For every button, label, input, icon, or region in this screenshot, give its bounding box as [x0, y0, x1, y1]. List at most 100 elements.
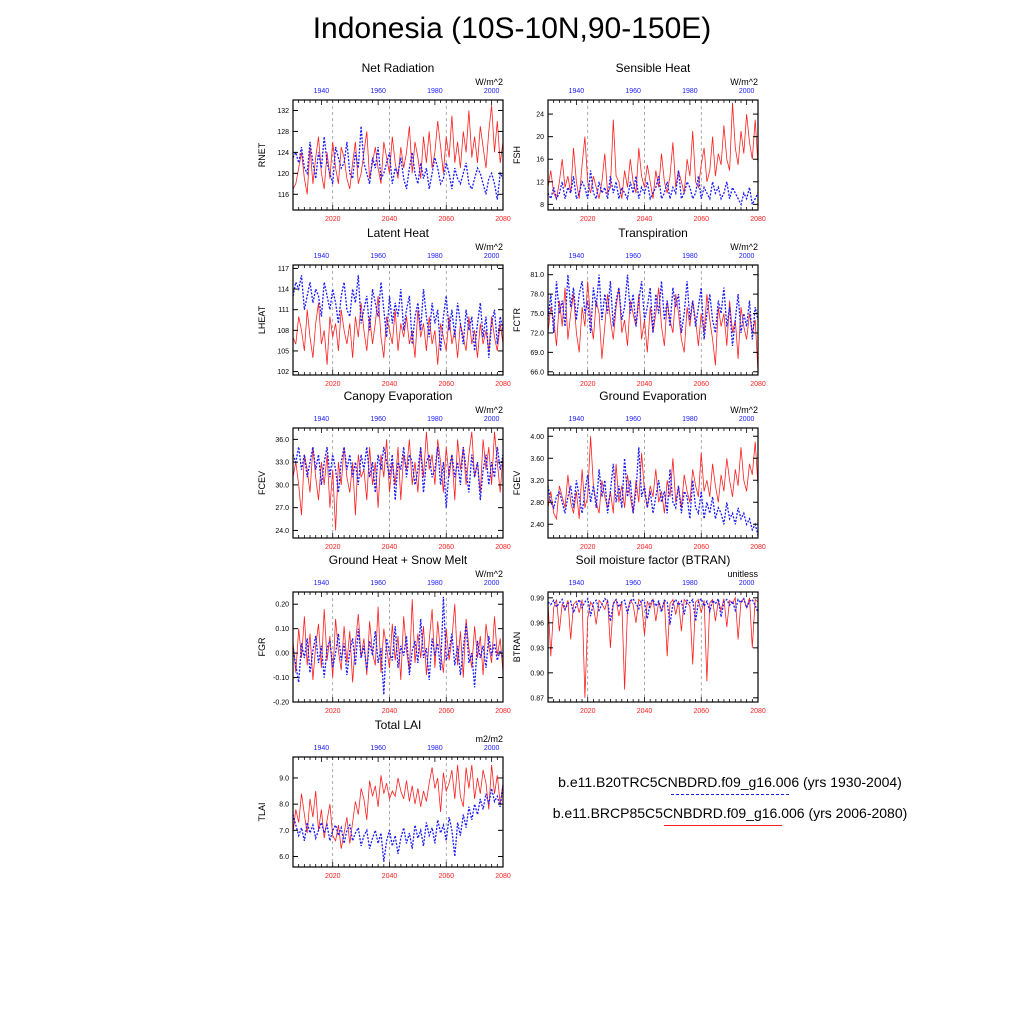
- panel-units: W/m^2: [475, 405, 503, 415]
- y-tick-label: 105: [277, 348, 289, 355]
- panel-units: W/m^2: [475, 77, 503, 87]
- y-tick-label: 3.60: [530, 456, 544, 463]
- x-tick-label-top: 1940: [569, 253, 585, 260]
- x-tick-label-top: 2000: [739, 580, 755, 587]
- x-tick-label-top: 1980: [427, 253, 443, 260]
- y-tick-label: 36.0: [275, 437, 289, 444]
- x-tick-label-top: 2000: [484, 580, 500, 587]
- series-line-historical: [292, 596, 504, 695]
- panel-units: W/m^2: [475, 242, 503, 252]
- x-tick-label-top: 1940: [314, 745, 330, 752]
- y-axis-label: FSH: [512, 146, 522, 164]
- x-tick-label-bottom: 2080: [495, 381, 511, 388]
- panel-tlai: Total LAI m2/m2 TLAI 9.0 8.0 7.0 6.0 2020 2040 20…: [257, 718, 511, 880]
- legend-historical-line: [671, 794, 789, 795]
- x-tick-label-top: 1980: [682, 253, 698, 260]
- y-tick-label: 2.80: [530, 500, 544, 507]
- x-tick-label-bottom: 2080: [495, 544, 511, 551]
- y-tick-label: 0.87: [530, 695, 544, 702]
- panel-units: W/m^2: [730, 405, 758, 415]
- x-tick-label-bottom: 2040: [637, 381, 653, 388]
- y-tick-label: -0.10: [273, 675, 289, 682]
- panel-title: Ground Evaporation: [599, 389, 706, 403]
- y-tick-label: 132: [277, 108, 289, 115]
- y-tick-label: 2.40: [530, 522, 544, 529]
- series-line-historical: [547, 447, 759, 536]
- x-tick-label-top: 1980: [682, 416, 698, 423]
- y-tick-label: 33.0: [275, 460, 289, 467]
- series-line-future: [292, 431, 504, 531]
- y-axis-label: LHEAT: [257, 305, 267, 334]
- plot-frame: [547, 591, 759, 703]
- panel-fgr: Ground Heat + Snow Melt W/m^2 FGR 0.20 0.10 0…: [257, 553, 511, 715]
- x-tick-label-bottom: 2080: [750, 544, 766, 551]
- x-tick-label-bottom: 2080: [750, 381, 766, 388]
- panel-title: Latent Heat: [367, 226, 430, 240]
- x-tick-label-bottom: 2080: [750, 708, 766, 715]
- x-tick-label-top: 1940: [314, 416, 330, 423]
- x-tick-label-bottom: 2020: [325, 873, 341, 880]
- y-tick-label: 27.0: [275, 505, 289, 512]
- series-line-historical: [547, 170, 759, 207]
- y-tick-label: 16: [536, 157, 544, 164]
- series-line-future: [292, 599, 504, 683]
- x-tick-label-top: 2000: [739, 416, 755, 423]
- plot-frame: [547, 99, 759, 211]
- x-tick-label-bottom: 2060: [438, 544, 454, 551]
- x-tick-label-top: 1980: [682, 88, 698, 95]
- panel-fgev: Ground Evaporation W/m^2 FGEV 4.00 3.60 3.20 2…: [512, 389, 766, 551]
- x-tick-label-top: 1960: [370, 88, 386, 95]
- panel-units: unitless: [727, 569, 758, 579]
- y-tick-label: 66.0: [530, 369, 544, 376]
- series-line-future: [547, 436, 759, 521]
- y-axis-label: BTRAN: [512, 632, 522, 663]
- y-tick-label: 0.99: [530, 595, 544, 602]
- x-tick-label-top: 2000: [739, 88, 755, 95]
- legend-future-line: [664, 825, 782, 826]
- x-tick-label-bottom: 2060: [438, 381, 454, 388]
- x-tick-label-bottom: 2020: [325, 381, 341, 388]
- x-tick-label-bottom: 2060: [438, 873, 454, 880]
- x-tick-label-top: 1960: [370, 580, 386, 587]
- x-tick-label-bottom: 2060: [693, 216, 709, 223]
- x-tick-label-bottom: 2040: [382, 708, 398, 715]
- panel-btran: Soil moisture factor (BTRAN) unitless BTRA…: [512, 553, 766, 715]
- y-tick-label: 0.96: [530, 620, 544, 627]
- y-tick-label: 78.0: [530, 292, 544, 299]
- y-tick-label: 111: [278, 307, 289, 314]
- x-tick-label-top: 1960: [370, 253, 386, 260]
- x-tick-label-bottom: 2020: [325, 708, 341, 715]
- plot-frame: [292, 264, 504, 376]
- x-tick-label-top: 1940: [569, 416, 585, 423]
- x-tick-label-top: 2000: [484, 416, 500, 423]
- series-line-historical: [292, 446, 504, 508]
- x-tick-label-bottom: 2040: [637, 544, 653, 551]
- x-tick-label-top: 1940: [569, 88, 585, 95]
- x-tick-label-top: 1980: [427, 416, 443, 423]
- series-line-historical: [292, 785, 504, 862]
- series-line-future: [547, 102, 759, 200]
- series-line-historical: [292, 275, 504, 358]
- x-tick-label-bottom: 2020: [580, 216, 596, 223]
- y-tick-label: 120: [277, 171, 289, 178]
- panel-units: W/m^2: [475, 569, 503, 579]
- x-tick-label-bottom: 2020: [580, 544, 596, 551]
- y-tick-label: 0.00: [275, 651, 289, 658]
- x-tick-label-bottom: 2020: [325, 544, 341, 551]
- y-tick-label: 8.0: [279, 802, 289, 809]
- y-axis-label: FCTR: [512, 308, 522, 332]
- x-tick-label-bottom: 2060: [693, 381, 709, 388]
- plot-frame: [292, 591, 504, 703]
- plot-frame: [292, 99, 504, 211]
- x-tick-label-bottom: 2040: [637, 708, 653, 715]
- x-tick-label-bottom: 2020: [325, 216, 341, 223]
- panel-fctr: Transpiration W/m^2 FCTR 81.0 78.0 75.0 72.0 69…: [512, 226, 766, 388]
- series-line-historical: [547, 274, 759, 346]
- y-tick-label: 24: [536, 112, 544, 119]
- x-tick-label-top: 1960: [625, 580, 641, 587]
- x-tick-label-bottom: 2080: [495, 708, 511, 715]
- x-tick-label-top: 1960: [625, 416, 641, 423]
- x-tick-label-bottom: 2080: [495, 873, 511, 880]
- panel-lheat: Latent Heat W/m^2 LHEAT 117 114 111 108 105 102 2…: [257, 226, 511, 388]
- series-line-future: [547, 596, 759, 698]
